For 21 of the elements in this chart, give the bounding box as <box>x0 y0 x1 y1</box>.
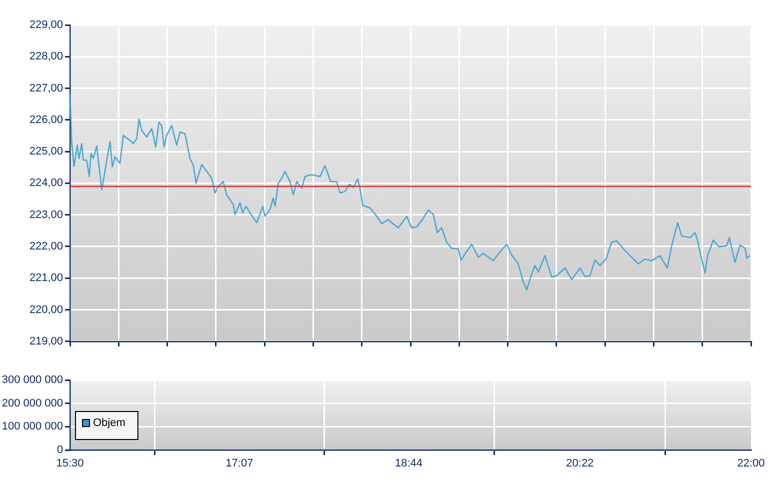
y-tick-label: 229,00 <box>29 19 63 32</box>
y-tick-label: 227,00 <box>29 82 63 94</box>
y-tick-label: 228,00 <box>29 50 63 63</box>
x-tick-label: 17:07 <box>226 458 254 470</box>
x-tick-label: 15:30 <box>56 458 84 470</box>
y-tick-label: 223,00 <box>29 208 63 221</box>
x-tick-label: 22:00 <box>737 458 765 470</box>
y-tick-label: 224,00 <box>29 177 63 190</box>
legend-label: Objem <box>93 417 126 430</box>
y-tick-label: 100 000 000 <box>2 420 63 433</box>
y-tick-label: 0 <box>56 444 63 456</box>
x-tick-label: 18:44 <box>394 458 422 470</box>
y-tick-label: 221,00 <box>29 272 63 284</box>
y-tick-label: 220,00 <box>29 304 63 316</box>
y-tick-label: 200 000 000 <box>2 397 63 410</box>
y-tick-label: 222,00 <box>29 240 63 253</box>
y-tick-label: 226,00 <box>29 114 63 126</box>
y-tick-label: 300 000 000 <box>2 374 63 386</box>
x-tick-label: 20:22 <box>566 458 594 470</box>
y-tick-label: 219,00 <box>29 335 63 348</box>
y-tick-label: 225,00 <box>29 146 63 158</box>
